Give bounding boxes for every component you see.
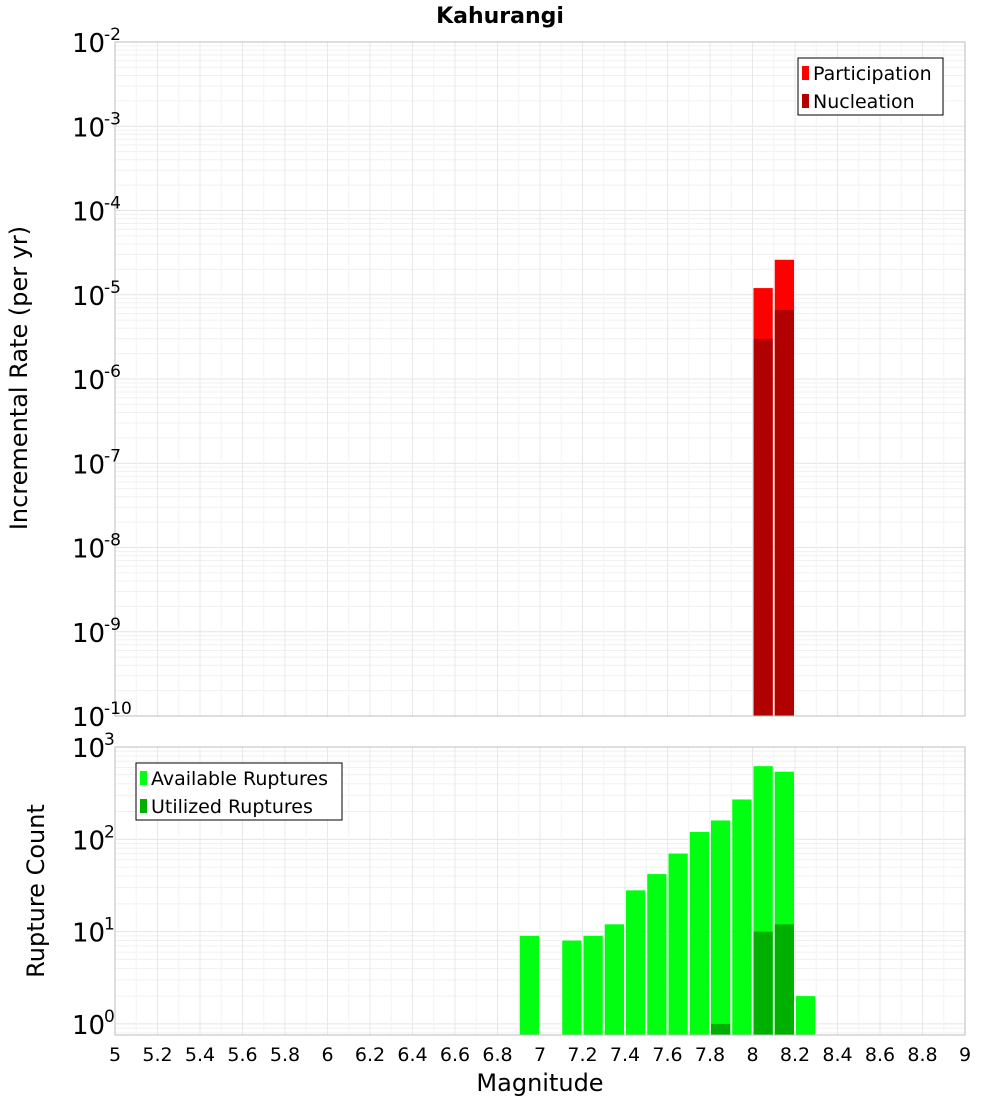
count-bar-available-ruptures bbox=[796, 996, 816, 1035]
rate-y-tick-exponent: -6 bbox=[104, 362, 121, 382]
rate-y-tick-exponent: -4 bbox=[104, 194, 121, 214]
rate-bar-nucleation bbox=[774, 309, 794, 716]
count-bar-available-ruptures bbox=[562, 940, 582, 1035]
count-bars bbox=[519, 766, 816, 1035]
count-y-tick-exponent: 0 bbox=[104, 1007, 115, 1027]
rate-y-tick-label: 10 bbox=[72, 535, 105, 565]
rate-y-tick-label: 10 bbox=[72, 198, 105, 228]
x-tick-label: 8 bbox=[746, 1044, 758, 1066]
count-legend: Available Ruptures Utilized Ruptures bbox=[135, 762, 343, 821]
count-y-tick-exponent: 3 bbox=[104, 730, 115, 750]
rate-legend-box bbox=[797, 57, 944, 116]
x-tick-label: 7.8 bbox=[695, 1044, 725, 1066]
x-tick-label: 5.6 bbox=[227, 1044, 257, 1066]
x-tick-label: 7 bbox=[534, 1044, 546, 1066]
rate-y-tick-label: 10 bbox=[72, 113, 105, 143]
count-legend-box bbox=[135, 762, 343, 821]
count-y-tick-label: 10 bbox=[72, 1011, 105, 1041]
count-bar-available-ruptures bbox=[604, 924, 624, 1035]
count-y-axis-title: Rupture Count bbox=[22, 804, 50, 978]
x-tick-label: 5.2 bbox=[142, 1044, 172, 1066]
x-tick-label: 8.8 bbox=[907, 1044, 937, 1066]
x-axis-ticks: 5 5.2 5.4 5.6 5.8 6 6.2 6.4 6.6 6.8 7 7.2 7.4 7.6 7.8 8… bbox=[109, 1044, 971, 1066]
rate-bars bbox=[753, 259, 794, 716]
count-legend-swatch-utilized-ruptures bbox=[140, 799, 147, 813]
rate-y-tick-exponent: -2 bbox=[104, 25, 121, 45]
rate-legend-swatch-participation bbox=[802, 66, 809, 80]
x-tick-label: 8.4 bbox=[822, 1044, 852, 1066]
x-tick-label: 9 bbox=[959, 1044, 971, 1066]
x-tick-label: 7.6 bbox=[652, 1044, 682, 1066]
x-tick-label: 6.8 bbox=[482, 1044, 512, 1066]
rate-legend-label: Nucleation bbox=[813, 91, 915, 113]
x-tick-label: 7.2 bbox=[567, 1044, 597, 1066]
rate-legend-label: Participation bbox=[813, 63, 932, 85]
count-bar-available-ruptures bbox=[626, 890, 646, 1035]
rate-y-tick-exponent: -5 bbox=[104, 278, 121, 298]
x-tick-label: 6.6 bbox=[440, 1044, 470, 1066]
x-tick-label: 5.4 bbox=[185, 1044, 215, 1066]
rate-y-tick-label: 10 bbox=[72, 282, 105, 312]
count-bar-available-ruptures bbox=[647, 874, 667, 1035]
rate-y-tick-exponent: -9 bbox=[104, 615, 121, 635]
count-y-tick-label: 10 bbox=[72, 919, 105, 949]
count-bar-available-ruptures bbox=[668, 853, 688, 1035]
count-y-tick-label: 10 bbox=[72, 826, 105, 856]
rate-y-tick-exponent: -3 bbox=[104, 109, 121, 129]
count-bar-available-ruptures bbox=[583, 935, 603, 1035]
count-gridlines bbox=[115, 747, 965, 1035]
rate-gridlines bbox=[115, 42, 965, 717]
count-legend-label: Utilized Ruptures bbox=[151, 796, 313, 818]
count-bar-available-ruptures bbox=[689, 831, 709, 1035]
count-bar-utilized-ruptures bbox=[753, 931, 773, 1035]
rate-y-tick-label: 10 bbox=[72, 703, 105, 733]
rate-y-tick-label: 10 bbox=[72, 366, 105, 396]
rate-y-tick-label: 10 bbox=[72, 619, 105, 649]
x-tick-label: 6 bbox=[321, 1044, 333, 1066]
count-bar-available-ruptures bbox=[519, 935, 539, 1035]
count-legend-swatch-available-ruptures bbox=[140, 771, 147, 785]
count-y-tick-exponent: 2 bbox=[104, 822, 115, 842]
count-bar-utilized-ruptures bbox=[774, 924, 794, 1035]
chart-title: Kahurangi bbox=[436, 4, 564, 29]
rate-plot-frame bbox=[114, 41, 966, 717]
rate-legend-swatch-nucleation bbox=[802, 94, 809, 108]
count-y-tick-exponent: 1 bbox=[104, 915, 115, 935]
count-legend-label: Available Ruptures bbox=[151, 768, 328, 790]
x-tick-label: 8.6 bbox=[865, 1044, 895, 1066]
count-bar-available-ruptures bbox=[711, 820, 731, 1035]
x-tick-label: 5 bbox=[109, 1044, 121, 1066]
x-tick-label: 5.8 bbox=[270, 1044, 300, 1066]
rate-y-tick-label: 10 bbox=[72, 29, 105, 59]
x-axis-title: Magnitude bbox=[476, 1069, 603, 1097]
x-tick-label: 7.4 bbox=[610, 1044, 640, 1066]
rate-y-tick-exponent: -7 bbox=[104, 446, 121, 466]
rate-y-tick-exponent: -10 bbox=[104, 699, 132, 719]
count-bar-utilized-ruptures bbox=[711, 1023, 731, 1035]
rate-y-tick-label: 10 bbox=[72, 450, 105, 480]
rate-panel: 10-1010-910-810-710-610-510-410-310-2Par… bbox=[72, 25, 966, 733]
rate-y-axis-title: Incremental Rate (per yr) bbox=[5, 226, 33, 530]
x-tick-label: 6.2 bbox=[355, 1044, 385, 1066]
rate-legend: Participation Nucleation bbox=[797, 57, 944, 116]
count-plot-frame bbox=[114, 746, 966, 1036]
x-tick-label: 6.4 bbox=[397, 1044, 427, 1066]
x-tick-label: 8.2 bbox=[780, 1044, 810, 1066]
rate-y-tick-exponent: -8 bbox=[104, 531, 121, 551]
count-y-tick-label: 10 bbox=[72, 734, 105, 764]
rate-bar-nucleation bbox=[753, 338, 773, 716]
count-bar-available-ruptures bbox=[732, 799, 752, 1035]
